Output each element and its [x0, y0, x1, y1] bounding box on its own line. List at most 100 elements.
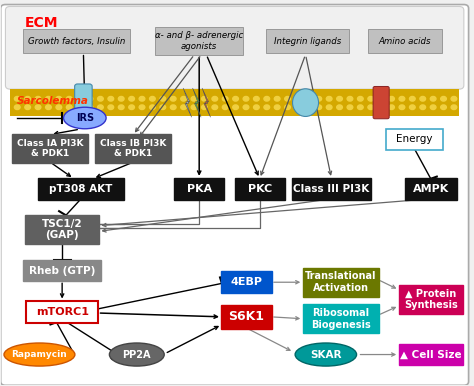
- Circle shape: [410, 105, 415, 110]
- Circle shape: [399, 96, 405, 101]
- FancyBboxPatch shape: [5, 7, 464, 89]
- Circle shape: [87, 96, 93, 101]
- Text: Ribosomal
Biogenesis: Ribosomal Biogenesis: [311, 308, 371, 330]
- Circle shape: [337, 96, 342, 101]
- Circle shape: [243, 96, 249, 101]
- FancyBboxPatch shape: [95, 134, 171, 163]
- Circle shape: [77, 96, 82, 101]
- Circle shape: [357, 96, 363, 101]
- Text: Integrin ligands: Integrin ligands: [274, 37, 341, 46]
- Circle shape: [441, 105, 447, 110]
- Circle shape: [430, 96, 436, 101]
- FancyBboxPatch shape: [75, 84, 92, 121]
- Text: Translational
Activation: Translational Activation: [305, 271, 377, 293]
- Text: IRS: IRS: [76, 113, 94, 123]
- Text: Class III PI3K: Class III PI3K: [293, 184, 370, 194]
- Circle shape: [306, 105, 311, 110]
- Circle shape: [389, 96, 394, 101]
- Circle shape: [285, 96, 291, 101]
- Circle shape: [233, 105, 238, 110]
- Text: Growth factors, Insulin: Growth factors, Insulin: [27, 37, 125, 46]
- Circle shape: [274, 96, 280, 101]
- Circle shape: [410, 96, 415, 101]
- FancyBboxPatch shape: [221, 271, 272, 293]
- Circle shape: [66, 96, 72, 101]
- Text: pT308 AKT: pT308 AKT: [49, 184, 113, 194]
- Polygon shape: [192, 88, 201, 117]
- Circle shape: [451, 96, 457, 101]
- Circle shape: [150, 96, 155, 101]
- Circle shape: [430, 105, 436, 110]
- FancyBboxPatch shape: [12, 134, 88, 163]
- Circle shape: [368, 96, 374, 101]
- Text: TSC1/2
(GAP): TSC1/2 (GAP): [42, 219, 82, 240]
- Circle shape: [201, 96, 207, 101]
- Circle shape: [274, 105, 280, 110]
- FancyBboxPatch shape: [0, 5, 469, 385]
- Circle shape: [295, 96, 301, 101]
- Circle shape: [87, 105, 93, 110]
- FancyBboxPatch shape: [399, 285, 463, 314]
- Circle shape: [243, 105, 249, 110]
- Circle shape: [347, 105, 353, 110]
- Text: SKAR: SKAR: [310, 350, 342, 359]
- Circle shape: [77, 105, 82, 110]
- Text: Rheb (GTP): Rheb (GTP): [29, 266, 95, 276]
- Text: Amino acids: Amino acids: [379, 37, 431, 46]
- Circle shape: [129, 96, 135, 101]
- FancyBboxPatch shape: [303, 267, 379, 297]
- Circle shape: [108, 105, 114, 110]
- FancyBboxPatch shape: [221, 305, 272, 329]
- Text: S6K1: S6K1: [228, 310, 264, 323]
- FancyBboxPatch shape: [155, 27, 243, 55]
- FancyBboxPatch shape: [174, 178, 224, 200]
- Circle shape: [212, 96, 218, 101]
- Text: Class IB PI3K
& PDK1: Class IB PI3K & PDK1: [100, 139, 166, 159]
- Text: ▲ Cell Size: ▲ Cell Size: [400, 350, 462, 359]
- Circle shape: [14, 105, 20, 110]
- Circle shape: [129, 105, 135, 110]
- Ellipse shape: [109, 343, 164, 366]
- Ellipse shape: [295, 343, 356, 366]
- Circle shape: [441, 96, 447, 101]
- Circle shape: [326, 96, 332, 101]
- Circle shape: [347, 96, 353, 101]
- Circle shape: [139, 105, 145, 110]
- Circle shape: [316, 105, 321, 110]
- FancyBboxPatch shape: [404, 178, 457, 200]
- Text: α- and β- adrenergic
agonists: α- and β- adrenergic agonists: [155, 31, 243, 51]
- FancyBboxPatch shape: [368, 29, 442, 53]
- Circle shape: [139, 96, 145, 101]
- Circle shape: [451, 105, 457, 110]
- Text: ECM: ECM: [24, 16, 58, 30]
- Circle shape: [56, 105, 62, 110]
- FancyBboxPatch shape: [23, 29, 130, 53]
- Circle shape: [264, 105, 270, 110]
- FancyBboxPatch shape: [292, 178, 371, 200]
- Circle shape: [160, 105, 165, 110]
- Text: Sarcolemma: Sarcolemma: [17, 96, 89, 106]
- FancyBboxPatch shape: [10, 89, 459, 116]
- Polygon shape: [183, 88, 191, 117]
- Circle shape: [295, 105, 301, 110]
- Circle shape: [420, 105, 426, 110]
- Circle shape: [150, 105, 155, 110]
- Circle shape: [357, 105, 363, 110]
- Text: AMPK: AMPK: [413, 184, 449, 194]
- Text: PKC: PKC: [247, 184, 272, 194]
- Circle shape: [108, 96, 114, 101]
- Circle shape: [306, 96, 311, 101]
- FancyBboxPatch shape: [303, 304, 379, 334]
- Circle shape: [389, 105, 394, 110]
- Text: mTORC1: mTORC1: [36, 307, 89, 317]
- Circle shape: [368, 105, 374, 110]
- Circle shape: [181, 96, 186, 101]
- Text: Rapamycin: Rapamycin: [11, 350, 67, 359]
- Circle shape: [264, 96, 270, 101]
- Circle shape: [399, 105, 405, 110]
- Circle shape: [118, 96, 124, 101]
- FancyBboxPatch shape: [27, 301, 98, 323]
- Circle shape: [35, 96, 41, 101]
- Circle shape: [98, 105, 103, 110]
- Circle shape: [46, 105, 51, 110]
